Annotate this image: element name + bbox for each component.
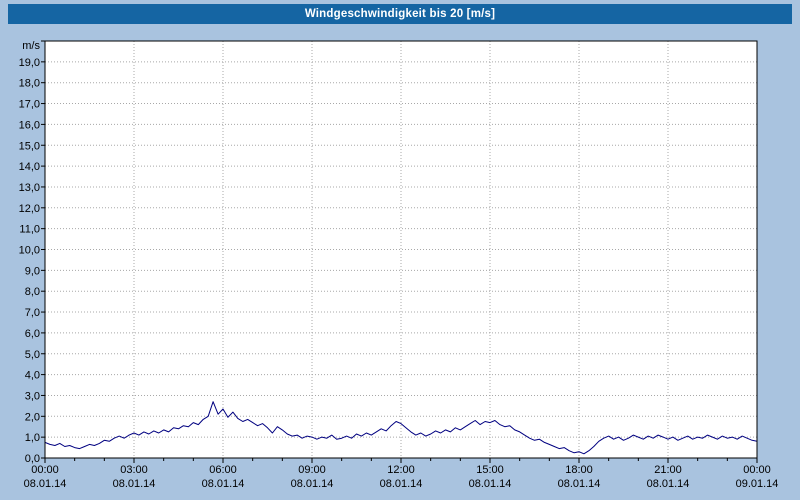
x-tick-time-label: 03:00 [120, 464, 148, 476]
y-tick-label: 6,0 [25, 328, 40, 340]
y-tick-label: 18,0 [19, 78, 40, 90]
y-axis-unit-label: m/s [22, 40, 40, 52]
y-tick-label: 2,0 [25, 411, 40, 423]
x-tick-time-label: 15:00 [476, 464, 504, 476]
y-tick-label: 14,0 [19, 161, 40, 173]
y-tick-label: 15,0 [19, 140, 40, 152]
y-tick-label: 9,0 [25, 265, 40, 277]
wind-speed-line [44, 401, 758, 455]
plot-frame [44, 40, 758, 459]
y-tick-label: 0,0 [25, 453, 40, 465]
x-tick-date-label: 09.01.14 [736, 478, 779, 490]
y-tick-label: 10,0 [19, 245, 40, 257]
x-tick-date-label: 08.01.14 [202, 478, 245, 490]
x-tick-time-label: 00:00 [743, 464, 771, 476]
x-tick-date-label: 08.01.14 [469, 478, 512, 490]
y-tick-label: 12,0 [19, 203, 40, 215]
y-tick-label: 16,0 [19, 119, 40, 131]
x-tick-date-label: 08.01.14 [380, 478, 423, 490]
chart-title-bar: Windgeschwindigkeit bis 20 [m/s] [8, 4, 792, 24]
y-tick-label: 13,0 [19, 182, 40, 194]
x-tick-date-label: 08.01.14 [113, 478, 156, 490]
x-tick-date-label: 08.01.14 [24, 478, 67, 490]
y-tick-label: 5,0 [25, 349, 40, 361]
x-tick-time-label: 09:00 [298, 464, 326, 476]
x-tick-date-label: 08.01.14 [291, 478, 334, 490]
x-tick-time-label: 12:00 [387, 464, 415, 476]
x-tick-time-label: 06:00 [209, 464, 237, 476]
y-tick-label: 1,0 [25, 432, 40, 444]
y-tick-label: 8,0 [25, 286, 40, 298]
y-tick-label: 17,0 [19, 99, 40, 111]
x-tick-date-label: 08.01.14 [558, 478, 601, 490]
y-tick-label: 11,0 [19, 224, 40, 236]
y-tick-label: 4,0 [25, 370, 40, 382]
x-tick-time-label: 00:00 [31, 464, 59, 476]
x-tick-date-label: 08.01.14 [647, 478, 690, 490]
y-tick-label: 3,0 [25, 390, 40, 402]
chart-title: Windgeschwindigkeit bis 20 [m/s] [304, 8, 496, 20]
x-tick-time-label: 21:00 [654, 464, 682, 476]
x-tick-time-label: 18:00 [565, 464, 593, 476]
y-tick-label: 19,0 [19, 57, 40, 69]
y-tick-label: 7,0 [25, 307, 40, 319]
